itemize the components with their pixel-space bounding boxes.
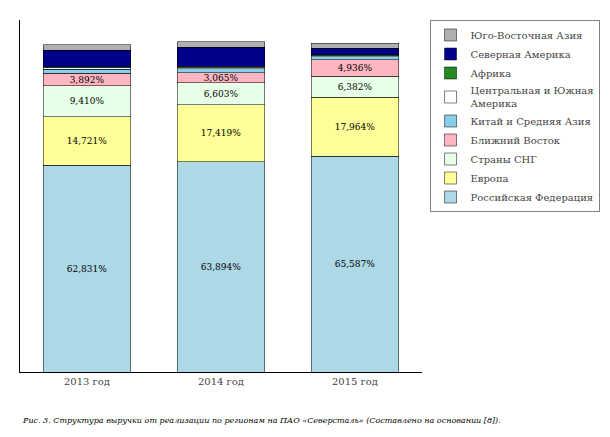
svg-text:63,894%: 63,894% [201, 262, 241, 272]
svg-text:2014 год: 2014 год [198, 376, 244, 387]
svg-text:Рис. 3. Структура выручки от р: Рис. 3. Структура выручки от реализации … [22, 416, 501, 425]
svg-text:Европа: Европа [471, 173, 509, 184]
svg-text:Центральная и ЮжнаяАмерика: Центральная и ЮжнаяАмерика [471, 85, 594, 109]
svg-text:Юго-Восточная Азия: Юго-Восточная Азия [471, 30, 583, 41]
svg-text:Ближний Восток: Ближний Восток [471, 135, 561, 146]
svg-text:3,892%: 3,892% [70, 75, 105, 85]
svg-text:Африка: Африка [471, 68, 512, 79]
svg-text:Китай и Средняя Азия: Китай и Средняя Азия [471, 116, 591, 127]
svg-text:4,936%: 4,936% [338, 63, 373, 73]
svg-text:17,419%: 17,419% [201, 128, 241, 138]
svg-text:65,587%: 65,587% [335, 259, 375, 269]
svg-text:14,721%: 14,721% [67, 136, 107, 146]
svg-text:3,065%: 3,065% [204, 73, 239, 83]
svg-text:Страны СНГ: Страны СНГ [471, 154, 538, 165]
svg-text:6,382%: 6,382% [338, 82, 373, 92]
svg-text:62,831%: 62,831% [67, 264, 107, 274]
svg-text:6,603%: 6,603% [204, 89, 239, 99]
svg-text:2015 год: 2015 год [332, 376, 378, 387]
svg-text:2013 год: 2013 год [64, 376, 110, 387]
svg-text:17,964%: 17,964% [335, 122, 375, 132]
svg-text:Российская Федерация: Российская Федерация [471, 192, 594, 203]
svg-text:Северная Америка: Северная Америка [471, 49, 571, 60]
svg-text:9,410%: 9,410% [70, 96, 105, 106]
